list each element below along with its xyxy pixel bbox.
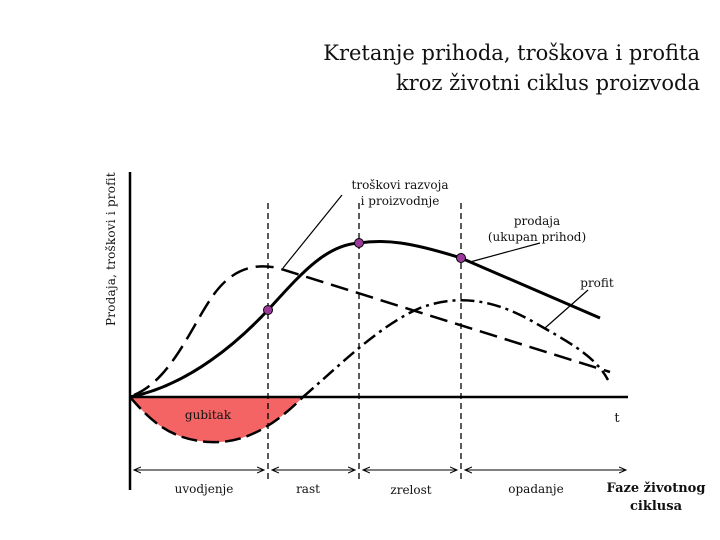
profit-curve — [302, 299, 610, 398]
profit-label: profit — [580, 276, 614, 290]
sales-callout-line — [469, 242, 541, 263]
phases-caption-line-2: ciklusa — [630, 499, 683, 514]
x-axis-label: t — [614, 411, 620, 426]
costs-curve — [133, 265, 611, 397]
sales-marker-2 — [354, 238, 364, 248]
loss-label: gubitak — [185, 408, 232, 422]
phase-label-maturity: zrelost — [390, 483, 431, 497]
phases-caption-line-1: Faze životnog — [607, 481, 706, 496]
phase-label-decline: opadanje — [508, 482, 563, 496]
phase-label-intro: uvodjenje — [175, 482, 234, 496]
sales-label-line-1: prodaja — [514, 214, 560, 228]
costs-label-line-2: i proizvodnje — [361, 194, 440, 208]
costs-label-line-1: troškovi razvoja — [352, 178, 449, 192]
phase-label-growth: rast — [296, 482, 320, 496]
costs-callout-line — [282, 194, 343, 269]
sales-curve — [129, 239, 601, 399]
title-line-2: kroz životni ciklus proizvoda — [395, 71, 700, 95]
sales-marker-3 — [456, 253, 466, 263]
loss-curve — [129, 396, 304, 444]
sales-label-line-2: (ukupan prihod) — [488, 230, 586, 244]
diagram-title: Kretanje prihoda, troškova i profita kro… — [180, 38, 700, 98]
sales-marker-1 — [263, 305, 273, 315]
loss-area — [130, 397, 303, 443]
title-line-1: Kretanje prihoda, troškova i profita — [323, 41, 700, 65]
profit-callout-line — [544, 289, 589, 329]
